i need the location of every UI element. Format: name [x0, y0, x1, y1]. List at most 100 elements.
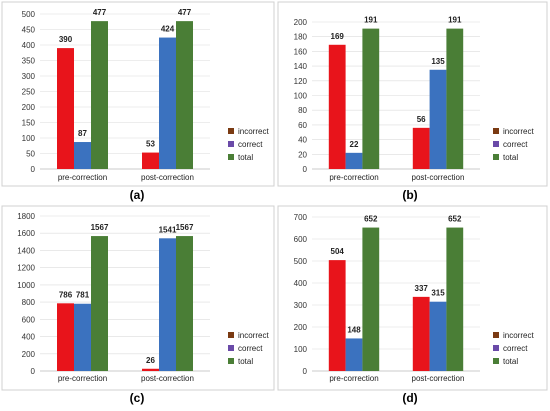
category-label: pre-correction — [58, 173, 107, 182]
data-label: 87 — [78, 129, 87, 138]
y-tick-label: 180 — [294, 33, 308, 42]
data-label: 1541 — [159, 225, 177, 234]
y-tick-label: 350 — [22, 57, 36, 66]
y-tick-label: 20 — [298, 150, 307, 159]
bar-incorrect-pre — [57, 303, 74, 371]
data-label: 477 — [178, 8, 192, 17]
bar-correct-pre — [345, 338, 363, 371]
data-label: 390 — [59, 35, 73, 44]
data-label: 337 — [415, 284, 429, 293]
bar-incorrect-pre — [328, 260, 346, 371]
data-label: 781 — [76, 291, 90, 300]
y-tick-label: 500 — [22, 10, 36, 19]
data-label: 135 — [431, 57, 445, 66]
chart-panel-4: 0 100 200 300 400 500 600 700 504 148 652 pre-corre… — [277, 205, 548, 405]
panel-label: (d) — [402, 391, 417, 405]
y-tick-label: 600 — [22, 315, 36, 324]
y-tick-label: 0 — [31, 165, 36, 174]
panel-label: (b) — [402, 188, 417, 202]
data-label: 53 — [146, 140, 155, 149]
bar-correct-pre — [74, 142, 91, 169]
legend-swatch — [493, 141, 499, 147]
category-label: post-correction — [412, 173, 465, 182]
y-tick-label: 300 — [22, 72, 36, 81]
category-label: pre-correction — [329, 173, 378, 182]
chart-panel-2: 0 20 40 60 80 100 120 140 160 180 200 169 22 191 pre-c… — [277, 1, 548, 202]
legend-label: incorrect — [238, 331, 269, 340]
data-label: 26 — [146, 356, 155, 365]
category-label: pre-correction — [58, 374, 107, 383]
legend-swatch — [228, 154, 234, 160]
data-label: 169 — [331, 32, 345, 41]
legend-label: incorrect — [503, 331, 534, 340]
legend-label: correct — [503, 140, 528, 149]
y-tick-label: 50 — [26, 150, 35, 159]
y-tick-label: 120 — [294, 77, 308, 86]
bar-incorrect-post — [142, 368, 159, 371]
y-tick-label: 0 — [303, 367, 308, 376]
bar-correct-pre — [345, 152, 363, 169]
category-label: post-correction — [141, 374, 194, 383]
bar-incorrect-post — [412, 127, 430, 169]
data-label: 1567 — [91, 223, 109, 232]
legend-label: total — [238, 153, 253, 162]
panel-label: (c) — [130, 391, 145, 405]
bar-total-post — [176, 21, 193, 169]
data-label: 1567 — [176, 223, 194, 232]
bar-total-pre — [362, 227, 380, 371]
data-label: 652 — [364, 215, 378, 224]
data-label: 504 — [331, 247, 345, 256]
category-label: post-correction — [141, 173, 194, 182]
y-tick-label: 100 — [294, 345, 308, 354]
y-tick-label: 600 — [294, 235, 308, 244]
bar-total-pre — [362, 28, 380, 169]
y-tick-label: 200 — [294, 323, 308, 332]
bar-incorrect-pre — [328, 44, 346, 169]
bar-total-post — [446, 227, 464, 371]
legend-swatch — [493, 154, 499, 160]
legend-swatch — [228, 345, 234, 351]
data-label: 191 — [448, 16, 462, 25]
y-tick-label: 300 — [294, 301, 308, 310]
y-tick-label: 60 — [298, 121, 307, 130]
legend-label: correct — [238, 344, 263, 353]
y-tick-label: 500 — [294, 257, 308, 266]
y-tick-label: 80 — [298, 106, 307, 115]
bar-total-pre — [91, 236, 108, 371]
data-label: 424 — [161, 25, 175, 34]
bar-correct-post — [429, 301, 447, 371]
data-label: 652 — [448, 215, 462, 224]
y-tick-label: 0 — [303, 165, 308, 174]
bar-correct-pre — [74, 303, 91, 371]
panel-frame — [277, 1, 548, 187]
legend-label: correct — [238, 140, 263, 149]
y-tick-label: 150 — [22, 119, 36, 128]
legend-swatch — [228, 332, 234, 338]
bar-total-post — [446, 28, 464, 169]
data-label: 786 — [59, 290, 73, 299]
bar-incorrect-post — [142, 152, 159, 169]
panel-frame — [277, 205, 548, 391]
y-tick-label: 40 — [298, 136, 307, 145]
legend-swatch — [493, 332, 499, 338]
chart-panel-1: 0 50 100 150 200 250 300 350 400 450 500 390 87 477 pr… — [1, 1, 275, 202]
chart-panel-3: 0 200 400 600 800 1000 1200 1400 1600 1800 786 781 1… — [1, 205, 275, 405]
category-label: post-correction — [412, 374, 465, 383]
legend-label: total — [503, 357, 518, 366]
y-tick-label: 140 — [294, 62, 308, 71]
data-label: 56 — [417, 115, 426, 124]
y-tick-label: 800 — [22, 298, 36, 307]
legend-swatch — [493, 358, 499, 364]
legend-swatch — [228, 358, 234, 364]
y-tick-label: 100 — [294, 92, 308, 101]
legend-label: incorrect — [503, 127, 534, 136]
y-tick-label: 160 — [294, 47, 308, 56]
y-tick-label: 700 — [294, 213, 308, 222]
y-tick-label: 450 — [22, 26, 36, 35]
legend-swatch — [228, 128, 234, 134]
y-tick-label: 200 — [294, 18, 308, 27]
y-tick-label: 1400 — [17, 246, 35, 255]
data-label: 191 — [364, 16, 378, 25]
y-tick-label: 1600 — [17, 229, 35, 238]
legend-swatch — [228, 141, 234, 147]
